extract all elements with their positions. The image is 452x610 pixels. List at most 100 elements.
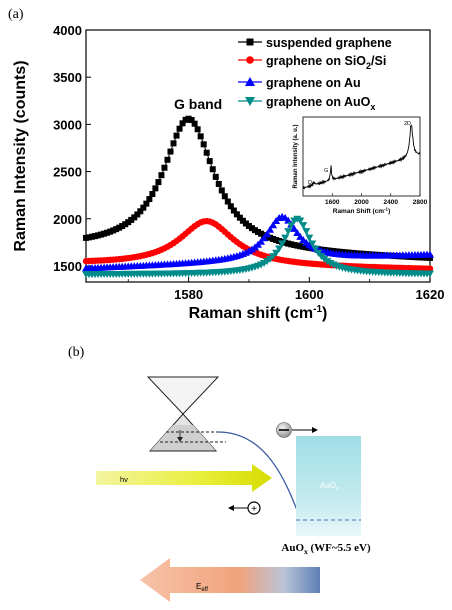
data-point bbox=[92, 233, 99, 240]
eeff-label: Eeff bbox=[196, 582, 208, 593]
data-point bbox=[101, 230, 108, 237]
data-point bbox=[266, 225, 275, 233]
electron-icon bbox=[276, 422, 318, 438]
data-point bbox=[260, 234, 269, 242]
data-point bbox=[149, 191, 156, 198]
data-point bbox=[125, 219, 132, 226]
data-point bbox=[258, 230, 265, 237]
band-diagram: AuOx AuOx (WF~5.5 eV) hv + Eeff bbox=[96, 376, 371, 602]
data-point bbox=[146, 196, 153, 203]
data-point bbox=[170, 140, 177, 147]
data-point bbox=[239, 217, 246, 224]
legend-entry-auox: graphene on AuOx bbox=[238, 95, 375, 112]
inset-chart: 1600 2000 2400 2800 D G 2D Raman Shift (cm-… bbox=[293, 116, 428, 216]
inset-peak-label-g: G bbox=[324, 168, 328, 174]
hole-icon: + bbox=[228, 501, 261, 515]
data-point bbox=[230, 207, 237, 214]
data-point bbox=[209, 166, 216, 173]
dirac-cone bbox=[146, 376, 226, 452]
legend-label: graphene on SiO2/Si bbox=[266, 54, 386, 71]
data-point bbox=[308, 240, 317, 248]
data-point bbox=[122, 221, 129, 228]
x-axis-label: Raman shift (cm-1) bbox=[189, 304, 328, 322]
data-point bbox=[269, 221, 278, 229]
data-point bbox=[203, 149, 210, 156]
x-tick-label: 1600 bbox=[295, 287, 324, 302]
data-point bbox=[107, 228, 114, 235]
data-point bbox=[291, 241, 298, 248]
data-point bbox=[282, 239, 289, 246]
data-point bbox=[278, 240, 287, 248]
y-tick-label: 2500 bbox=[53, 165, 82, 180]
data-point bbox=[285, 240, 292, 247]
data-point bbox=[281, 234, 290, 242]
data-point bbox=[185, 115, 192, 122]
data-point bbox=[167, 148, 174, 155]
data-point bbox=[270, 235, 277, 242]
data-point bbox=[284, 228, 293, 236]
series-2 bbox=[82, 212, 434, 272]
effective-field-arrow: Eeff bbox=[140, 558, 320, 602]
data-point bbox=[284, 216, 293, 224]
data-point bbox=[427, 254, 433, 261]
data-point bbox=[305, 234, 314, 242]
data-point bbox=[206, 158, 213, 165]
data-point bbox=[290, 224, 299, 232]
series-1 bbox=[82, 217, 434, 272]
data-point bbox=[83, 234, 89, 241]
data-point bbox=[426, 270, 434, 278]
y-axis-ticks: 1500 2000 2500 3000 3500 4000 bbox=[53, 23, 91, 274]
x-axis-ticks: 1580 1600 1620 bbox=[127, 277, 445, 302]
band-bending-curve bbox=[217, 431, 301, 519]
photon-arrow: hv bbox=[96, 464, 272, 492]
hv-label: hv bbox=[120, 475, 128, 484]
data-point bbox=[299, 222, 308, 230]
data-point bbox=[267, 234, 274, 241]
data-point bbox=[176, 125, 183, 132]
y-tick-label: 3500 bbox=[53, 70, 82, 85]
data-point bbox=[215, 180, 222, 187]
inset-peak-label-2d: 2D bbox=[404, 121, 411, 127]
data-point bbox=[296, 217, 305, 225]
legend-label: graphene on Au bbox=[266, 76, 361, 90]
data-point bbox=[164, 156, 171, 163]
data-point bbox=[236, 214, 243, 221]
legend-label: graphene on AuOx bbox=[266, 95, 375, 112]
data-point bbox=[197, 133, 204, 140]
y-tick-label: 1500 bbox=[53, 259, 82, 274]
plot-frame bbox=[85, 29, 431, 283]
data-point bbox=[119, 223, 126, 230]
inset-x-label: Raman Shift (cm-1) bbox=[333, 207, 390, 216]
auox-electrode bbox=[296, 436, 361, 536]
data-point bbox=[131, 214, 138, 221]
inset-x-tick-label: 2400 bbox=[384, 199, 399, 206]
data-point bbox=[155, 179, 162, 186]
series-group bbox=[82, 115, 434, 279]
data-point bbox=[287, 222, 296, 230]
x-tick-label: 1620 bbox=[416, 287, 445, 302]
data-point bbox=[161, 164, 168, 171]
y-tick-label: 3000 bbox=[53, 117, 82, 132]
data-point bbox=[273, 237, 280, 244]
inset-spectrum-line bbox=[302, 124, 421, 190]
data-point bbox=[86, 234, 93, 241]
legend: suspended graphene graphene on SiO2/Si g… bbox=[238, 36, 392, 112]
legend-entry-au: graphene on Au bbox=[238, 76, 361, 90]
legend-entry-sio2: graphene on SiO2/Si bbox=[238, 54, 386, 71]
data-point bbox=[200, 141, 207, 148]
data-point bbox=[152, 185, 159, 192]
data-point bbox=[294, 242, 301, 249]
data-point bbox=[218, 187, 225, 194]
data-point bbox=[188, 117, 195, 124]
inset-x-tick-label: 2000 bbox=[354, 199, 369, 206]
data-point bbox=[137, 208, 144, 215]
data-point bbox=[128, 216, 135, 223]
auox-caption: AuOx (WF~5.5 eV) bbox=[281, 542, 371, 556]
raman-chart: 1500 2000 2500 3000 3500 4000 1580 1600 1620 G … bbox=[12, 23, 444, 322]
data-point bbox=[302, 228, 311, 236]
data-point bbox=[311, 245, 320, 253]
data-point bbox=[194, 126, 201, 133]
data-point bbox=[113, 226, 120, 233]
inset-x-tick-label: 2800 bbox=[413, 199, 428, 206]
